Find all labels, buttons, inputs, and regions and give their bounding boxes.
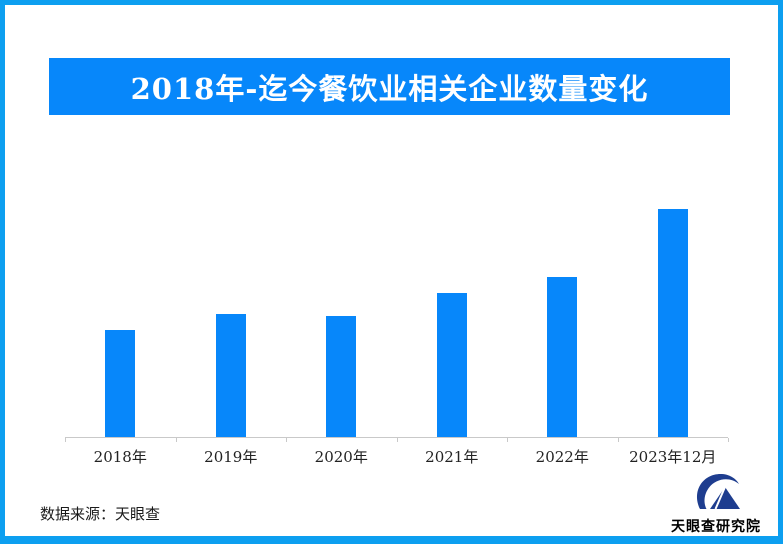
axis-tick <box>507 438 508 442</box>
tianyancha-eye-icon <box>697 473 740 510</box>
x-axis-label: 2018年 <box>93 448 147 466</box>
x-axis-line <box>65 437 728 438</box>
bar-2023年12月 <box>657 209 688 437</box>
axis-tick <box>286 438 287 442</box>
tianyancha-logo: 天眼查研究院 <box>656 472 776 536</box>
x-axis-label: 2022年 <box>535 448 589 466</box>
tianyancha-logo-text: 天眼查研究院 <box>671 519 761 535</box>
axis-tick <box>396 438 398 442</box>
x-axis-label: 2023年12月 <box>629 448 717 466</box>
axis-tick <box>617 438 619 442</box>
axis-tick <box>175 438 177 442</box>
x-axis-label: 2019年 <box>204 448 258 466</box>
chart-title-banner: 2018年-迄今餐饮业相关企业数量变化 <box>49 58 730 115</box>
bar-2019年 <box>215 314 246 437</box>
bar-2021年 <box>436 293 467 437</box>
bar-2020年 <box>326 316 357 437</box>
axis-tick <box>728 438 729 442</box>
chart-title: 2018年-迄今餐饮业相关企业数量变化 <box>130 71 649 106</box>
bar-2022年 <box>547 277 578 437</box>
axis-tick <box>65 438 66 442</box>
bar-2018年 <box>105 330 136 437</box>
x-axis-label: 2020年 <box>314 448 368 466</box>
x-axis-label: 2021年 <box>425 448 479 466</box>
data-source-text: 数据来源：天眼查 <box>40 505 161 523</box>
